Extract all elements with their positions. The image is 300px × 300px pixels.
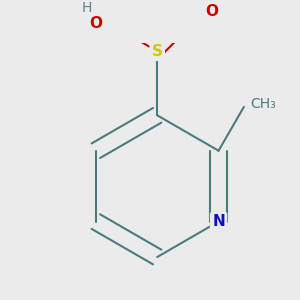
Text: S: S — [152, 44, 163, 59]
Text: N: N — [212, 214, 225, 229]
Text: H: H — [82, 1, 92, 15]
Text: O: O — [89, 16, 102, 31]
Text: O: O — [205, 4, 218, 19]
Text: CH₃: CH₃ — [250, 97, 276, 110]
